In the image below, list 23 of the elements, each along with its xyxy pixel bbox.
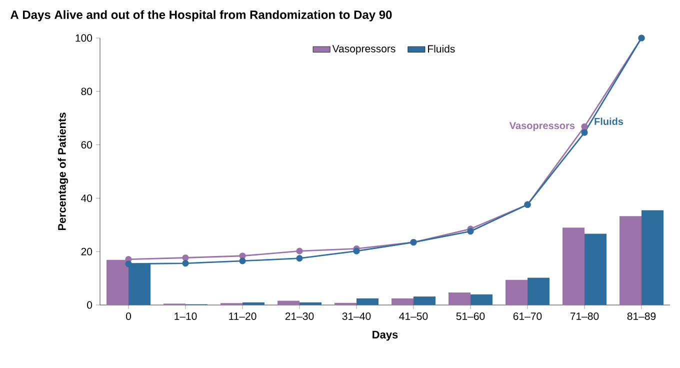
x-tick-label: 1–10 [174, 312, 197, 320]
legend-label: Fluids [428, 44, 455, 53]
x-tick-label: 51–60 [456, 312, 485, 320]
y-tick-label: 60 [81, 141, 92, 149]
x-tick-label: 41–50 [399, 312, 428, 320]
x-tick-label: 31–40 [342, 312, 371, 320]
x-axis-title: Days [372, 330, 398, 341]
chart-title: A Days Alive and out of the Hospital from Randomization to Day 90 [10, 10, 392, 22]
x-tick-label: 21–30 [285, 312, 314, 320]
series-label: Fluids [594, 118, 624, 125]
x-tick-label: 71–80 [570, 312, 599, 320]
y-tick-label: 40 [81, 194, 92, 202]
x-tick-label: 0 [126, 312, 132, 320]
legend-label: Vasopressors [332, 45, 396, 54]
y-tick-label: 80 [81, 88, 92, 96]
x-tick-label: 81–89 [627, 312, 656, 320]
y-tick-label: 100 [76, 34, 92, 42]
x-tick-label: 61–70 [513, 312, 542, 320]
y-tick-label: 20 [81, 248, 92, 256]
x-tick-label: 11–20 [229, 312, 256, 320]
y-tick-label: 0 [87, 301, 92, 309]
series-label: Vasopressors [509, 122, 575, 132]
y-axis-title: Percentage of Patients [58, 112, 68, 230]
